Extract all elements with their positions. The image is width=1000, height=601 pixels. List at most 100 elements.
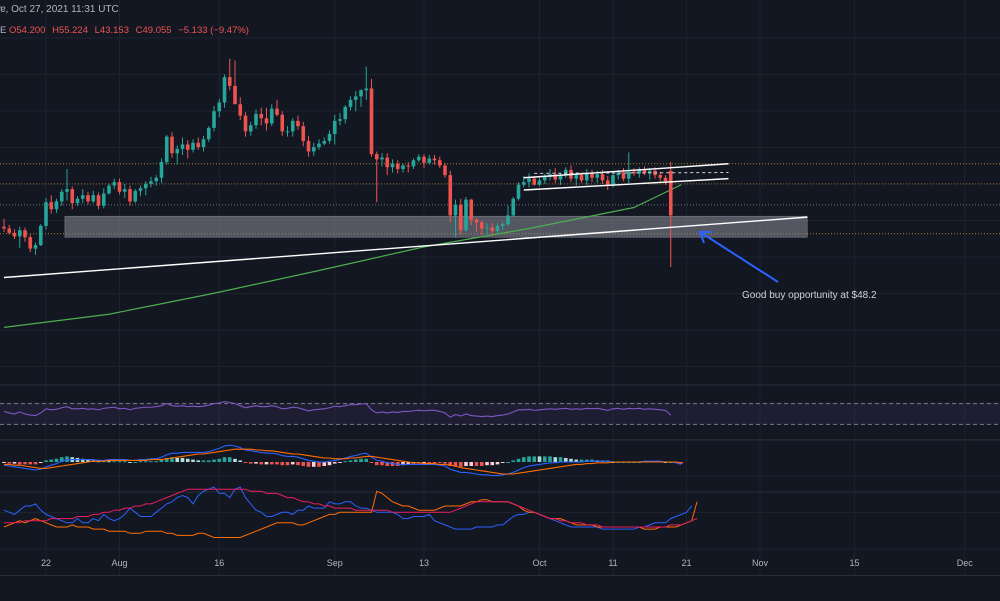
macd-histogram-bar (12, 462, 17, 464)
macd-histogram-bar (7, 462, 12, 464)
candle-body (590, 173, 594, 178)
candle-body (348, 99, 353, 107)
macd-histogram-bar (437, 462, 442, 463)
candle (632, 168, 636, 176)
macd-histogram-bar (80, 458, 85, 462)
candle (668, 162, 673, 267)
candle-body (663, 177, 668, 182)
candle-body (33, 245, 38, 249)
candle-body (122, 189, 127, 192)
candle-body (647, 170, 652, 174)
x-tick-label: 16 (214, 558, 224, 568)
candle (196, 137, 201, 150)
macd-histogram-bar (532, 456, 537, 462)
candle-body (495, 225, 500, 232)
macd-histogram-bar (537, 456, 542, 462)
candle (170, 132, 174, 158)
trendline (523, 177, 729, 191)
macd-histogram-bar (553, 457, 558, 462)
candle-body (416, 156, 421, 161)
macd-histogram-bar (495, 462, 500, 465)
macd-histogram-bar (185, 458, 190, 462)
macd-histogram-bar (54, 458, 59, 462)
macd-histogram-bar (86, 459, 90, 462)
candle (227, 58, 232, 91)
macd-histogram-bar (527, 456, 531, 462)
ohlc-close: C49.055 (135, 25, 172, 36)
candle-body (196, 142, 201, 148)
candle-body (96, 195, 101, 206)
candle-body (637, 169, 642, 174)
candle (584, 169, 589, 185)
candle (217, 99, 222, 118)
macd-histogram-bar (285, 462, 290, 466)
candle-body (191, 142, 195, 150)
candle (521, 176, 526, 188)
ohlc-change: −5.133 (−9.47%) (178, 25, 249, 36)
candle-body (626, 171, 631, 179)
candle-body (2, 226, 6, 229)
candle (2, 218, 6, 232)
candle (23, 227, 27, 242)
macd-histogram-bar (133, 462, 138, 463)
candle (70, 186, 75, 210)
candle-body (485, 227, 489, 229)
macd-histogram-bar (217, 458, 222, 462)
macd-histogram-bar (490, 462, 495, 466)
candle-body (75, 198, 80, 204)
macd-histogram-bar (364, 458, 369, 462)
candle-body (185, 144, 190, 150)
macd-histogram-bar (380, 462, 384, 466)
candle-body (170, 136, 174, 154)
candle-body (243, 115, 248, 132)
macd-histogram-bar (44, 460, 48, 462)
macd-histogram-bar (521, 457, 526, 462)
x-tick-label: 22 (41, 558, 51, 568)
candle-body (254, 113, 258, 126)
x-tick-label: Nov (752, 558, 769, 568)
candle-body (23, 230, 27, 238)
candle-body (359, 90, 363, 97)
candle (401, 163, 405, 173)
candle-body (595, 174, 600, 178)
macd-histogram-bar (542, 456, 547, 462)
macd-histogram-bar (33, 462, 38, 465)
candle-body (285, 131, 290, 133)
candle (621, 168, 626, 182)
candle-body (521, 182, 526, 185)
macd-histogram-bar (306, 462, 311, 467)
candle (395, 160, 400, 174)
candle (422, 154, 426, 169)
macd-histogram-bar (28, 462, 33, 465)
macd-histogram-bar (254, 462, 258, 464)
macd-histogram-bar (563, 458, 568, 462)
candle (233, 60, 237, 105)
candle-body (401, 165, 405, 169)
candle-body (259, 113, 264, 119)
macd-histogram-bar (154, 461, 159, 463)
macd-histogram-bar (353, 459, 358, 462)
macd-histogram-bar (506, 462, 510, 463)
macd-histogram-bar (38, 462, 43, 463)
candle (411, 158, 416, 169)
candle (458, 198, 463, 235)
candle-body (233, 85, 237, 105)
macd-histogram-bar (469, 462, 474, 466)
candle-body (621, 172, 626, 179)
candle (107, 183, 111, 195)
candle (406, 162, 411, 173)
macd-histogram-bar (479, 462, 484, 466)
macd-histogram-bar (574, 459, 579, 462)
macd-histogram-bar (500, 462, 505, 463)
candle-body (469, 199, 474, 220)
candle (122, 183, 127, 198)
macd-histogram-bar (558, 457, 563, 462)
candle-body (490, 227, 495, 232)
trendline (523, 163, 729, 179)
candle (485, 223, 489, 235)
macd-histogram-bar (348, 460, 353, 462)
candle-body (563, 169, 568, 176)
candle-body (443, 165, 447, 176)
x-tick-label: Oct (532, 558, 547, 568)
